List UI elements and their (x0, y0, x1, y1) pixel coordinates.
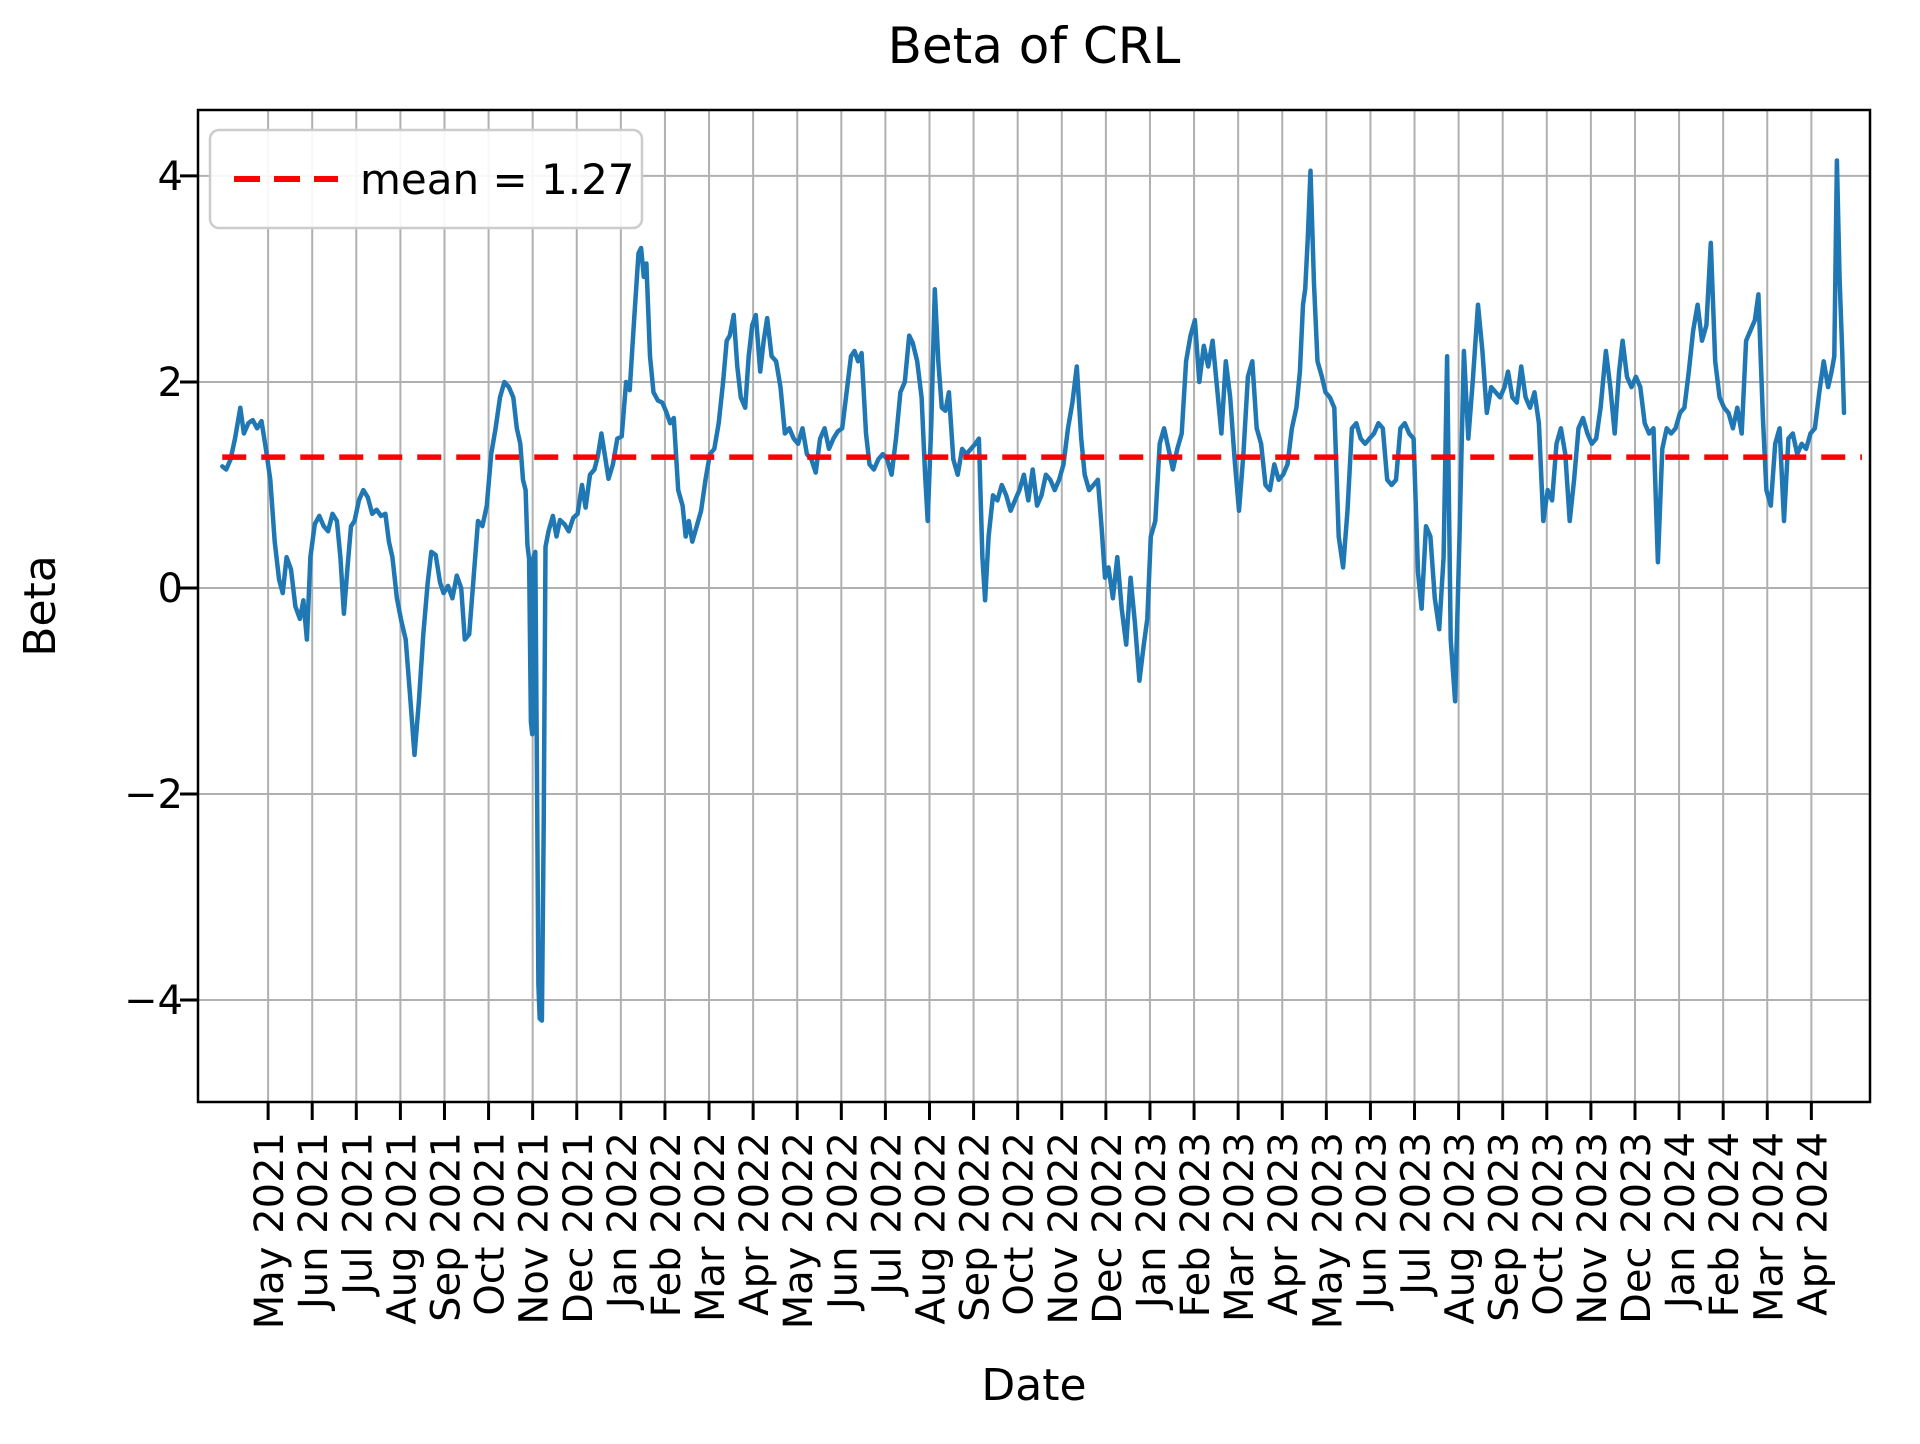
x-tick-label: Sep 2022 (953, 1132, 999, 1322)
x-tick-label: Feb 2022 (644, 1132, 690, 1317)
x-tick-label: Apr 2023 (1261, 1132, 1307, 1316)
x-tick-label: Jun 2021 (291, 1132, 337, 1312)
legend: mean = 1.27 (208, 128, 644, 230)
y-tick-label: 4 (158, 154, 183, 200)
x-tick-label: Aug 2022 (909, 1132, 955, 1325)
x-tick-label: Dec 2021 (556, 1132, 602, 1324)
legend-box (208, 128, 644, 230)
x-tick-label: Dec 2023 (1614, 1132, 1660, 1324)
x-tick-label: May 2021 (247, 1132, 293, 1329)
x-tick-label: Mar 2023 (1217, 1132, 1263, 1322)
x-tick-label: Jan 2023 (1129, 1132, 1175, 1311)
x-tick-label: Jan 2024 (1658, 1132, 1704, 1311)
x-tick-label: Jul 2022 (864, 1132, 910, 1298)
x-tick-label: Nov 2022 (1041, 1132, 1087, 1325)
x-tick-label: Jan 2022 (600, 1132, 646, 1311)
x-tick-label: Mar 2022 (688, 1132, 734, 1322)
x-tick-label: Jun 2023 (1349, 1132, 1395, 1312)
beta-series-line (220, 158, 1847, 1023)
x-tick-label: May 2023 (1305, 1132, 1351, 1329)
x-tick-label: Oct 2022 (997, 1132, 1043, 1316)
x-tick-label: Sep 2023 (1482, 1132, 1528, 1322)
x-tick-label: Nov 2021 (512, 1132, 558, 1325)
x-axis-label: Date (981, 1360, 1086, 1411)
x-tick-label: Aug 2023 (1438, 1132, 1484, 1325)
x-tick-label: Aug 2021 (379, 1132, 425, 1325)
x-tick-label: Feb 2023 (1173, 1132, 1219, 1317)
y-axis-label: Beta (15, 555, 66, 656)
series-polyline (220, 158, 1847, 1023)
plot-border (196, 108, 1872, 1104)
x-tick-label: Apr 2022 (732, 1132, 778, 1316)
chart-title: Beta of CRL (888, 17, 1181, 75)
x-tick-label: Apr 2024 (1790, 1132, 1836, 1316)
y-tick-label: 0 (158, 566, 183, 612)
x-tick-label: Jul 2023 (1394, 1132, 1440, 1298)
x-tick-label: Jul 2021 (335, 1132, 381, 1298)
x-tick-label: Oct 2021 (468, 1132, 514, 1316)
y-tick-labels: 4 2 0 −2 −4 (124, 154, 183, 1024)
x-tick-label: Nov 2023 (1570, 1132, 1616, 1325)
axis-ticks (180, 174, 1813, 1120)
x-tick-label: May 2022 (776, 1132, 822, 1329)
x-tick-label: Mar 2024 (1746, 1132, 1792, 1322)
x-tick-label: Sep 2021 (424, 1132, 470, 1322)
x-tick-label: Dec 2022 (1085, 1132, 1131, 1324)
y-tick-label: −2 (124, 772, 183, 818)
y-tick-label: −4 (124, 978, 183, 1024)
y-tick-label: 2 (158, 360, 183, 406)
legend-label: mean = 1.27 (360, 155, 635, 204)
x-tick-label: Jun 2022 (820, 1132, 866, 1312)
x-tick-label: Oct 2023 (1526, 1132, 1572, 1316)
grid-lines (198, 110, 1870, 1102)
x-tick-label: Feb 2024 (1702, 1132, 1748, 1317)
